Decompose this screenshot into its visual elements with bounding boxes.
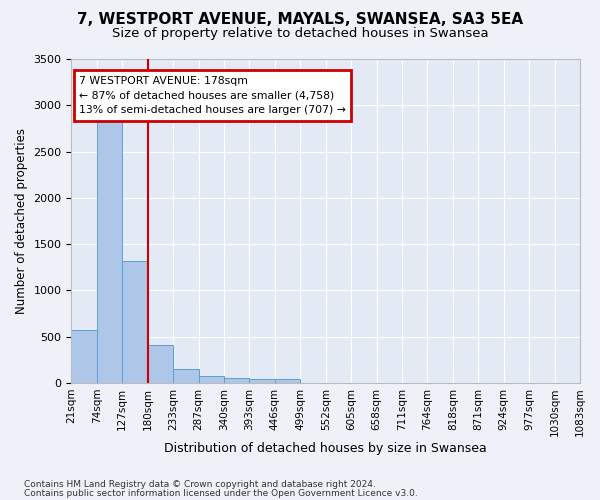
Bar (148, 345, 173, 383)
X-axis label: Distribution of detached houses by size in Swansea: Distribution of detached houses by size … (164, 442, 487, 455)
Bar (224, 378, 250, 383)
Bar (97, 112, 122, 383)
Text: 7 WESTPORT AVENUE: 178sqm
← 87% of detached houses are smaller (4,758)
13% of se: 7 WESTPORT AVENUE: 178sqm ← 87% of detac… (79, 76, 346, 116)
Text: Size of property relative to detached houses in Swansea: Size of property relative to detached ho… (112, 28, 488, 40)
Text: Contains HM Land Registry data © Crown copyright and database right 2024.: Contains HM Land Registry data © Crown c… (24, 480, 376, 489)
Bar (275, 380, 300, 383)
Bar (250, 379, 275, 383)
Bar (199, 376, 224, 383)
Bar (122, 261, 148, 383)
Y-axis label: Number of detached properties: Number of detached properties (15, 128, 28, 314)
Text: Contains public sector information licensed under the Open Government Licence v3: Contains public sector information licen… (24, 489, 418, 498)
Bar (71, 330, 97, 383)
Text: 7, WESTPORT AVENUE, MAYALS, SWANSEA, SA3 5EA: 7, WESTPORT AVENUE, MAYALS, SWANSEA, SA3… (77, 12, 523, 28)
Bar (173, 368, 199, 383)
